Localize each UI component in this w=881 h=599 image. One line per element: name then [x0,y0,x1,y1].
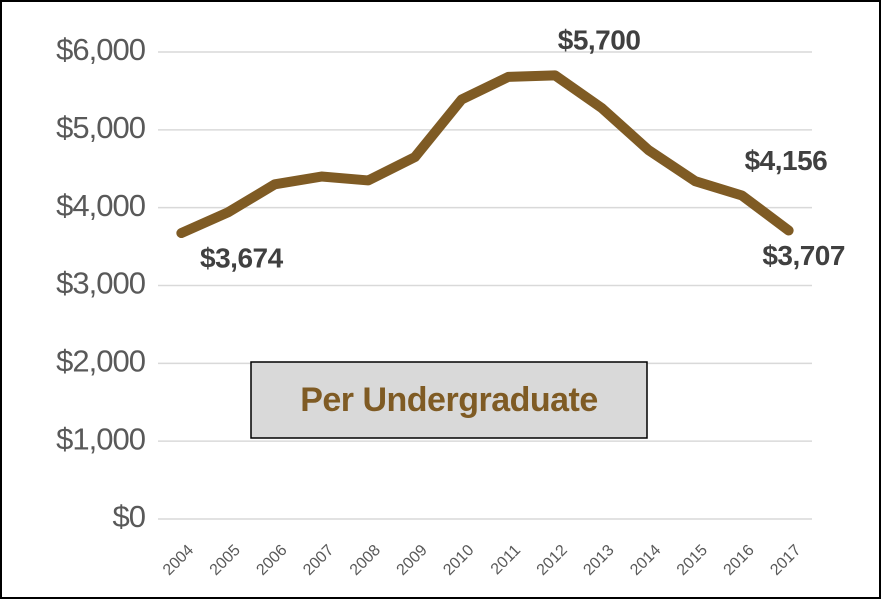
value-label: $5,700 [558,25,641,56]
annotation: Per Undergraduate [300,381,598,419]
y-tick-label: $3,000 [56,266,146,301]
y-tick-label: $6,000 [56,32,146,67]
y-tick-label: $5,000 [56,110,146,145]
marks [176,70,794,239]
y-tick-label: $1,000 [56,421,146,456]
value-label: $3,707 [762,240,845,271]
grid [158,51,812,520]
value-label: $3,674 [200,242,284,273]
annotation-box [250,361,648,439]
y-tick-label: $2,000 [56,344,146,379]
y-tick-label: $4,000 [56,188,146,223]
line [176,70,794,239]
value-label: $4,156 [745,145,828,176]
y-tick-label: $0 [113,499,146,534]
